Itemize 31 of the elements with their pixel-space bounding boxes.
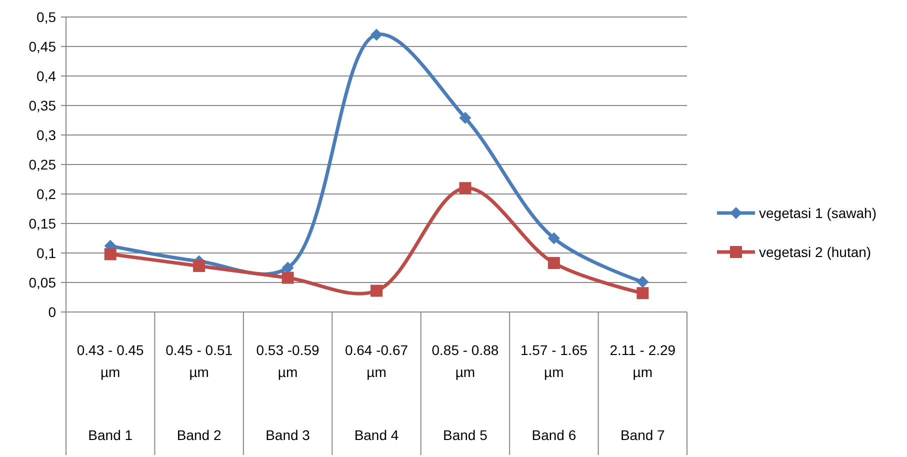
point [370, 28, 382, 41]
y-tick-label: 0,05 [28, 274, 56, 290]
y-tick-label: 0,4 [36, 68, 56, 84]
category-label: 0.45 - 0.51 µm Band 2 [166, 342, 233, 443]
point [282, 272, 294, 284]
category-label: 1.57 - 1.65 µm Band 6 [520, 342, 588, 443]
point [548, 257, 560, 270]
point [459, 112, 472, 124]
point [193, 260, 206, 272]
y-tick-label: 0 [48, 304, 56, 320]
point [636, 287, 649, 300]
point [104, 248, 116, 260]
point [370, 284, 382, 297]
point [459, 182, 472, 194]
y-tick-label: 0,35 [28, 97, 56, 114]
legend-label: vegetasi 2 (hutan) [759, 244, 872, 260]
y-tick-label: 0,1 [36, 244, 56, 261]
legend-label: vegetasi 1 (sawah) [759, 204, 877, 221]
category-label: 2.11 - 2.29 µm Band 7 [610, 342, 676, 443]
y-tick-label: 0,5 [36, 8, 56, 25]
y-tick-label: 0,45 [28, 38, 56, 54]
point [548, 232, 560, 244]
y-tick-label: 0,2 [36, 186, 56, 202]
y-tick-label: 0,15 [28, 215, 56, 232]
category-label: 0.85 - 0.88 µm Band 5 [432, 342, 499, 443]
category-label: 0.53 -0.59 µm Band 3 [256, 342, 320, 443]
category-label: 0.43 - 0.45 µm Band 1 [76, 342, 144, 443]
point [636, 276, 649, 288]
y-tick-label: 0,25 [28, 156, 56, 172]
category-label: 0.64 -0.67 µm Band 4 [344, 342, 408, 443]
y-tick-label: 0,3 [36, 126, 56, 143]
